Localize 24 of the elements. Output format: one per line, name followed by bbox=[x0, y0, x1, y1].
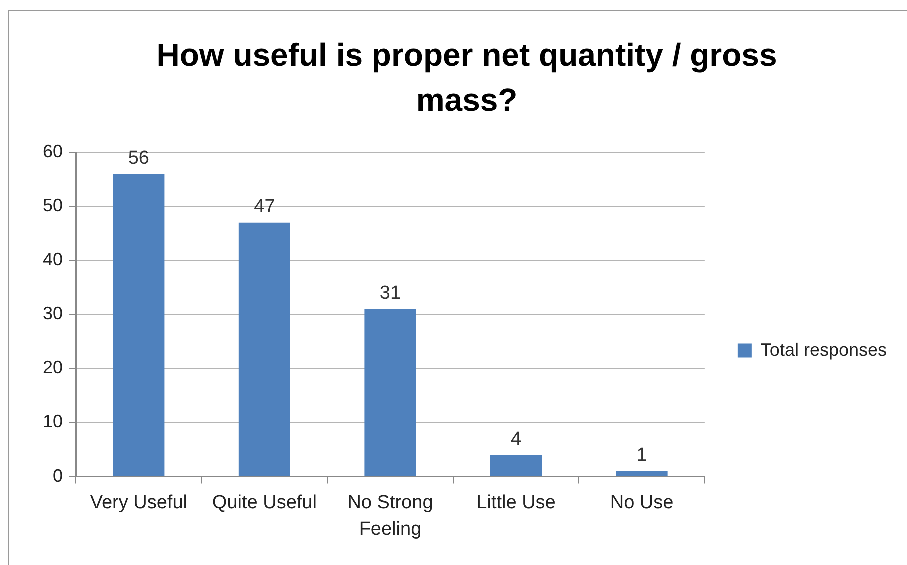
x-tick-label: Little Use bbox=[476, 492, 556, 514]
bar bbox=[490, 455, 542, 476]
y-tick-label: 10 bbox=[42, 412, 64, 432]
x-tick-label: No Strong Feeling bbox=[348, 492, 434, 540]
bar bbox=[113, 174, 165, 476]
y-tick-label: 30 bbox=[42, 304, 64, 324]
data-label: 56 bbox=[128, 148, 150, 169]
y-tick-label: 50 bbox=[42, 196, 64, 216]
data-label: 31 bbox=[380, 283, 402, 304]
x-tick-label: Quite Useful bbox=[212, 492, 317, 514]
chart-title: How useful is proper net quantity / gross mass? bbox=[156, 37, 778, 118]
bar bbox=[364, 309, 416, 476]
x-tick-label: Very Useful bbox=[90, 492, 188, 514]
data-label: 47 bbox=[254, 196, 276, 218]
data-label: 1 bbox=[636, 445, 648, 466]
y-tick-label: 0 bbox=[53, 466, 64, 486]
legend-label: Total responses bbox=[760, 340, 888, 360]
y-tick-label: 20 bbox=[42, 358, 64, 378]
y-tick-label: 40 bbox=[42, 250, 64, 270]
bar bbox=[616, 471, 668, 476]
bar bbox=[238, 222, 290, 476]
y-tick-label: 60 bbox=[42, 142, 64, 162]
x-tick-label: No Use bbox=[610, 492, 674, 514]
data-label: 4 bbox=[510, 428, 522, 450]
